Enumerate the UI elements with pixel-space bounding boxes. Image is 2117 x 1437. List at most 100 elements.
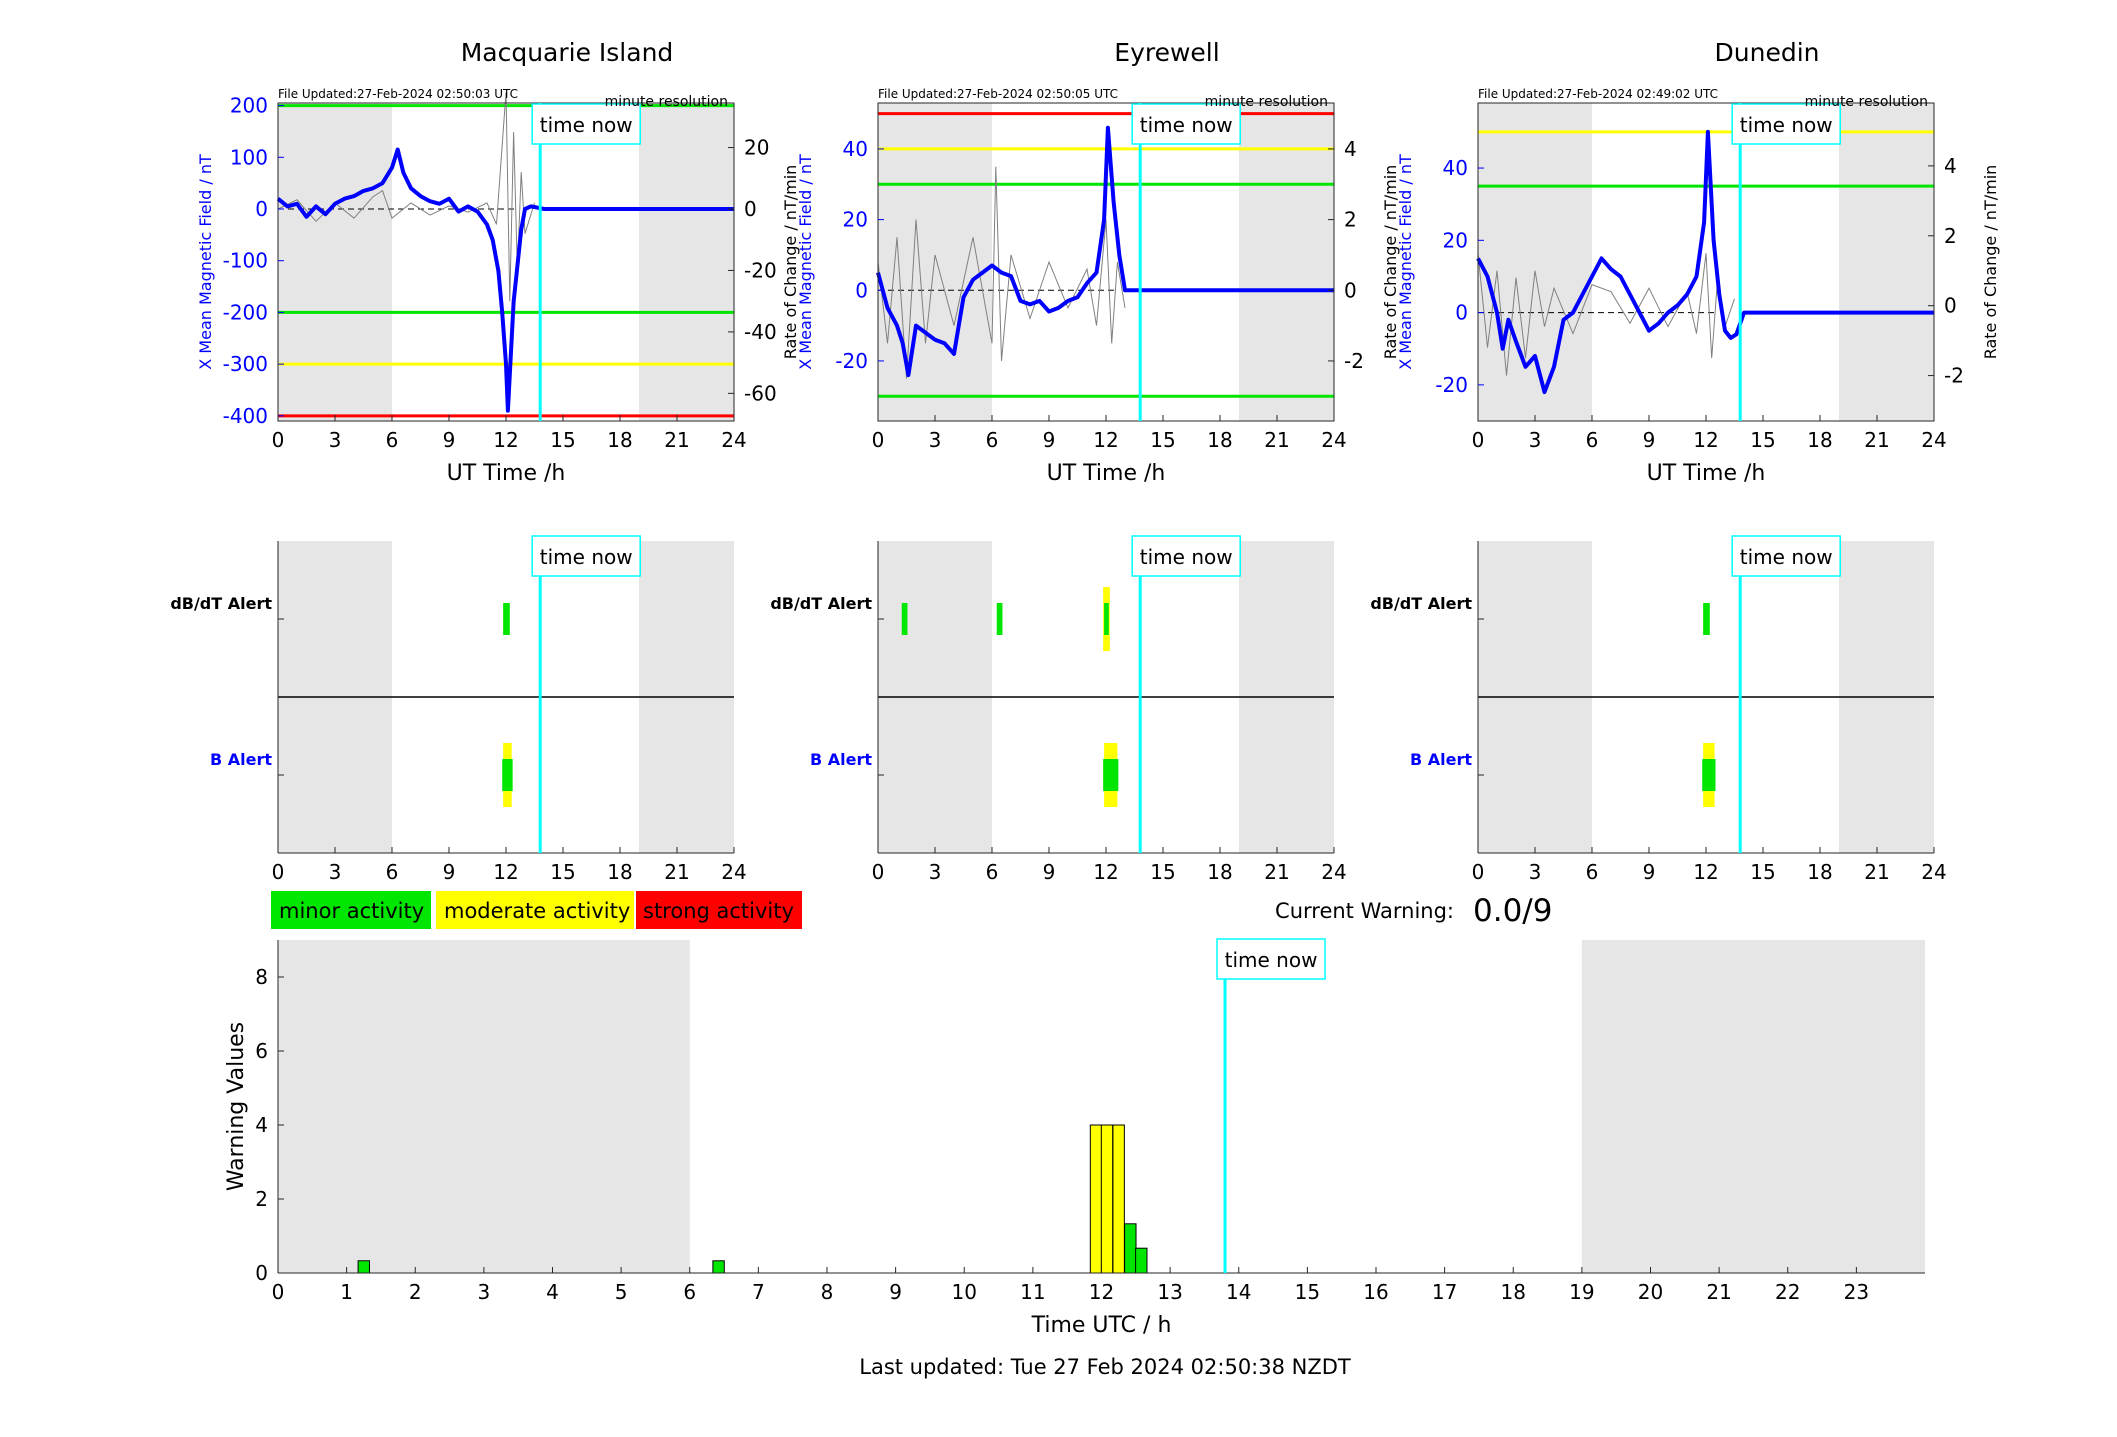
night-shading [278,103,392,421]
x-tick-label: 21 [1864,860,1889,884]
time-now-label: time now [1140,113,1233,137]
night-shading [1478,103,1592,421]
x-tick-label: 15 [1750,860,1775,884]
right-tick-label: -40 [744,320,777,344]
y-tick-label: 8 [255,965,268,989]
x-tick-label: 11 [1020,1280,1045,1304]
magnetic-field-line [276,147,734,413]
left-tick-label: -300 [223,352,268,376]
time-now-box [1131,535,1241,577]
right-tick-label: 2 [1944,224,1957,248]
right-tick-label: -20 [744,258,777,282]
right-tick-label: 4 [1344,137,1357,161]
x-tick-label: 21 [1864,428,1889,452]
x-tick-label: 6 [386,860,399,884]
left-tick-label: 40 [843,137,868,161]
time-now-box [1731,103,1841,145]
warning-bar [1089,1124,1103,1274]
right-tick-label: 2 [1344,208,1357,232]
left-tick-label: -100 [223,249,268,273]
legend-moderate-swatch [436,891,634,929]
current-warning-value: 0.0/9 [1473,893,1552,929]
magnetic-field-line [1476,129,1934,395]
x-tick-label: 9 [443,860,456,884]
left-axis-label: X Mean Magnetic Field / nT [196,154,215,370]
y-axis-label: Warning Values [224,1022,249,1191]
x-tick-label: 15 [1150,428,1175,452]
x-tick-label: 6 [986,860,999,884]
current-warning-label: Current Warning: [1275,899,1454,923]
right-tick-label: 0 [1344,278,1357,302]
x-tick-label: 9 [1043,860,1056,884]
dunedin-alert-chart: time now 0 3 6 9 12 15 18 21 24 dB/dT Alert B Alert [1370,535,1947,884]
x-tick-label: 6 [386,428,399,452]
x-tick-label: 24 [1921,860,1946,884]
file-updated-text: File Updated:27-Feb-2024 02:50:03 UTC [278,87,518,101]
y-tick-label: 6 [255,1039,268,1063]
x-tick-label: 19 [1569,1280,1594,1304]
x-tick-label: 18 [1501,1280,1526,1304]
time-now-label: time now [1225,948,1318,972]
x-axis-label: Time UTC / h [1031,1313,1172,1338]
x-tick-label: 1 [340,1280,353,1304]
warning-bar [1112,1124,1125,1274]
x-tick-label: 3 [1529,860,1542,884]
time-now-box [1131,103,1241,145]
x-tick-label: 21 [664,428,689,452]
x-tick-label: 24 [1321,860,1346,884]
left-tick-label: -20 [835,349,868,373]
left-tick-label: 0 [1455,301,1468,325]
x-tick-label: 15 [550,428,575,452]
right-tick-label: -2 [1344,349,1364,373]
x-tick-label: 12 [1089,1280,1114,1304]
x-tick-label: 0 [872,428,885,452]
x-tick-label: 12 [493,860,518,884]
x-tick-label: 9 [1643,860,1656,884]
x-tick-label: 24 [1321,428,1346,452]
legend-minor-label: minor activity [279,899,424,923]
right-axis-label: Rate of Change / nT/min [1381,165,1400,360]
x-tick-label: 0 [272,1280,285,1304]
b-alert-label: B Alert [810,750,872,769]
x-tick-label: 22 [1775,1280,1800,1304]
right-tick-label: 0 [744,197,757,221]
time-now-label: time now [540,113,633,137]
x-tick-label: 14 [1226,1280,1251,1304]
right-tick-label: -2 [1944,364,1964,388]
x-tick-label: 20 [1638,1280,1663,1304]
magnetic-field-line [876,125,1334,378]
legend-strong-label: strong activity [643,899,794,923]
x-tick-label: 4 [546,1280,559,1304]
warning-bar [1124,1223,1137,1274]
time-now-label: time now [1740,545,1833,569]
y-tick-label: 4 [255,1113,268,1137]
legend-moderate-label: moderate activity [444,899,630,923]
time-now-label: time now [1140,545,1233,569]
x-tick-label: 0 [1472,428,1485,452]
station-title: Macquarie Island [461,38,674,67]
rate-of-change-line [877,166,1126,379]
x-tick-label: 15 [1750,428,1775,452]
file-updated-text: File Updated:27-Feb-2024 02:50:05 UTC [878,87,1118,101]
x-tick-label: 2 [409,1280,422,1304]
x-tick-label: 6 [1586,428,1599,452]
x-tick-label: 6 [986,428,999,452]
dbdt-alert-label: dB/dT Alert [1370,594,1472,613]
resolution-label: minute resolution [1205,94,1328,110]
right-tick-label: 0 [1944,294,1957,318]
right-axis-label: Rate of Change / nT/min [1981,165,2000,360]
x-tick-label: 21 [664,860,689,884]
night-shading [1239,103,1334,421]
x-tick-label: 6 [683,1280,696,1304]
legend-minor-swatch [271,891,431,929]
x-tick-label: 17 [1432,1280,1457,1304]
rate-of-change-line [277,92,535,302]
x-tick-label: 0 [272,860,285,884]
left-tick-label: 0 [255,197,268,221]
x-tick-label: 3 [329,428,342,452]
x-tick-label: 18 [1807,428,1832,452]
left-tick-label: 0 [855,278,868,302]
